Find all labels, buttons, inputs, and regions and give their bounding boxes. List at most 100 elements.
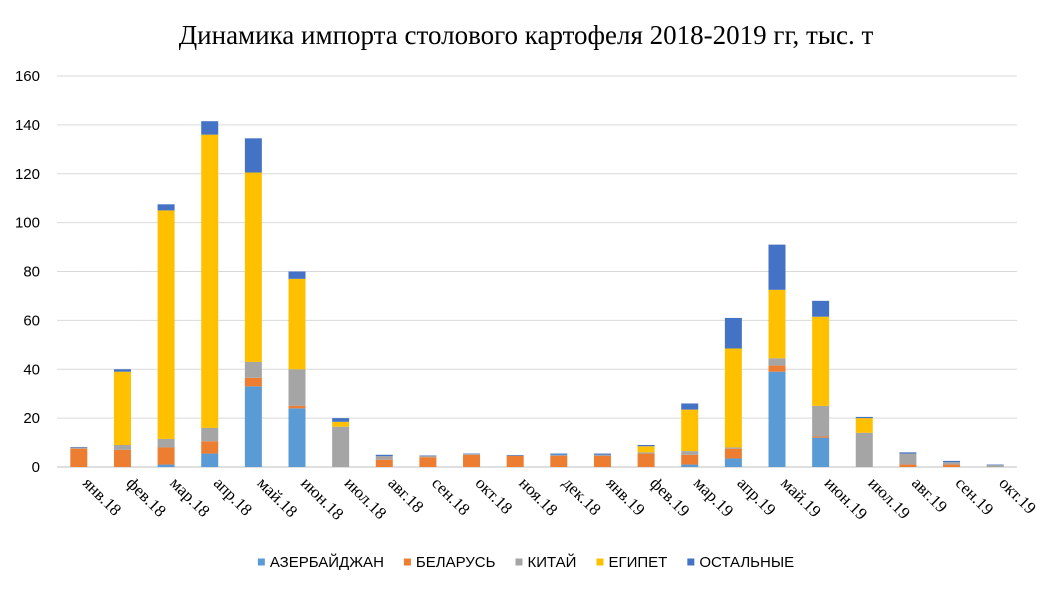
bar-segment xyxy=(550,456,568,467)
bar-segment xyxy=(332,418,350,422)
legend-swatch xyxy=(403,558,411,566)
legend-label: АЗЕРБАЙДЖАН xyxy=(270,553,384,571)
x-tick-label: мар.18 xyxy=(166,473,213,520)
y-tick-label: 140 xyxy=(15,117,40,134)
x-tick-label: сен.19 xyxy=(952,473,998,519)
bar-segment xyxy=(463,454,481,467)
x-tick-label: июл.19 xyxy=(864,473,914,523)
x-tick-label: июл.18 xyxy=(341,473,391,523)
x-tick-label: авг.19 xyxy=(908,473,951,516)
bar-segment xyxy=(943,462,961,465)
x-tick-label: май.19 xyxy=(777,473,825,521)
bar-segment xyxy=(943,460,961,463)
x-tick-label: ноя.18 xyxy=(515,473,561,519)
bar-segment xyxy=(244,361,262,378)
bar-segment xyxy=(812,316,830,406)
bar-segment xyxy=(157,438,175,448)
bar-segment xyxy=(855,416,873,419)
y-tick-label: 100 xyxy=(15,215,40,232)
x-tick-label: сен.18 xyxy=(428,473,474,519)
bar-segment xyxy=(681,409,699,452)
bar-segment xyxy=(201,427,219,442)
bar-segment xyxy=(943,464,961,467)
bar-segment xyxy=(986,465,1004,467)
x-axis: янв.18фев.18мар.18апр.18май.18июн.18июл.… xyxy=(79,473,1040,523)
y-tick-label: 80 xyxy=(23,264,40,281)
legend: АЗЕРБАЙДЖАН БЕЛАРУСЬ КИТАЙ ЕГИПЕТ ОСТАЛЬНЫЕ xyxy=(257,553,794,571)
bar-segment xyxy=(70,448,88,467)
bar-segment xyxy=(768,358,786,366)
bar-segment xyxy=(593,454,611,457)
bar-segment xyxy=(113,445,131,450)
y-tick-label: 60 xyxy=(23,312,40,329)
bar-segment xyxy=(899,452,917,454)
legend-label: КИТАЙ xyxy=(527,553,576,571)
x-tick-label: мар.19 xyxy=(690,473,737,520)
bar-segment xyxy=(899,453,917,465)
bar-segment xyxy=(332,426,350,467)
bar-segment xyxy=(768,244,786,290)
x-tick-label: авг.18 xyxy=(384,473,427,516)
x-tick-label: окт.19 xyxy=(995,473,1040,518)
bar-segment xyxy=(724,447,742,449)
bar-segment xyxy=(244,377,262,387)
x-tick-label: фев.19 xyxy=(646,473,693,520)
bar-segment xyxy=(288,405,306,409)
bar-segment xyxy=(113,371,131,446)
y-tick-label: 120 xyxy=(15,166,40,183)
bar-segment xyxy=(201,134,219,428)
bar-segment xyxy=(637,452,655,454)
bar-segment xyxy=(855,418,873,433)
bar-segment xyxy=(855,432,873,467)
bar-segment xyxy=(463,453,481,455)
bar-segment xyxy=(681,403,699,410)
bar-segment xyxy=(724,448,742,459)
bar-segment xyxy=(375,459,393,467)
bar-segment xyxy=(157,210,175,439)
bar-segment xyxy=(332,421,350,427)
bar-segment xyxy=(70,447,88,449)
bar-segment xyxy=(157,204,175,211)
bar-segment xyxy=(419,456,437,458)
x-tick-label: фев.18 xyxy=(123,473,170,520)
bar-segment xyxy=(724,348,742,448)
bar-segment xyxy=(681,451,699,455)
bar-segment xyxy=(768,365,786,372)
y-tick-label: 0 xyxy=(32,459,40,476)
legend-label: ЕГИПЕТ xyxy=(608,554,667,571)
bar-segment xyxy=(681,454,699,465)
bar-segment xyxy=(899,464,917,467)
bar-segment xyxy=(986,464,1004,466)
bar-segment xyxy=(113,449,131,467)
bar-segment xyxy=(419,455,437,457)
bar-segment xyxy=(244,172,262,362)
bar-segment xyxy=(506,455,524,456)
bar-segment xyxy=(637,445,655,447)
chart-title: Динамика импорта столового картофеля 201… xyxy=(179,20,874,50)
legend-label: БЕЛАРУСЬ xyxy=(416,554,496,571)
bar-segment xyxy=(201,121,219,135)
x-tick-label: июн.19 xyxy=(821,473,871,523)
bar-segment xyxy=(463,454,481,455)
x-tick-label: дек.18 xyxy=(559,473,605,519)
bar-segment xyxy=(288,278,306,370)
x-tick-label: янв.19 xyxy=(603,473,649,519)
bar-segment xyxy=(375,454,393,457)
y-tick-label: 160 xyxy=(15,68,40,85)
bar-segment xyxy=(288,271,306,279)
bar-segment xyxy=(812,300,830,317)
bar-segment xyxy=(768,371,786,467)
x-tick-label: окт.18 xyxy=(472,473,517,518)
x-tick-label: апр.18 xyxy=(210,473,256,519)
bar-segment xyxy=(419,457,437,467)
gridlines xyxy=(57,75,1017,468)
bar-segment xyxy=(506,455,524,457)
bar-segment xyxy=(157,464,175,467)
bar-segment xyxy=(201,453,219,467)
bar-segment xyxy=(550,454,568,457)
bar-segment xyxy=(593,453,611,455)
bar-segment xyxy=(724,317,742,349)
bar-segment xyxy=(288,408,306,467)
bar-segment xyxy=(201,441,219,454)
legend-label: ОСТАЛЬНЫЕ xyxy=(699,554,794,571)
